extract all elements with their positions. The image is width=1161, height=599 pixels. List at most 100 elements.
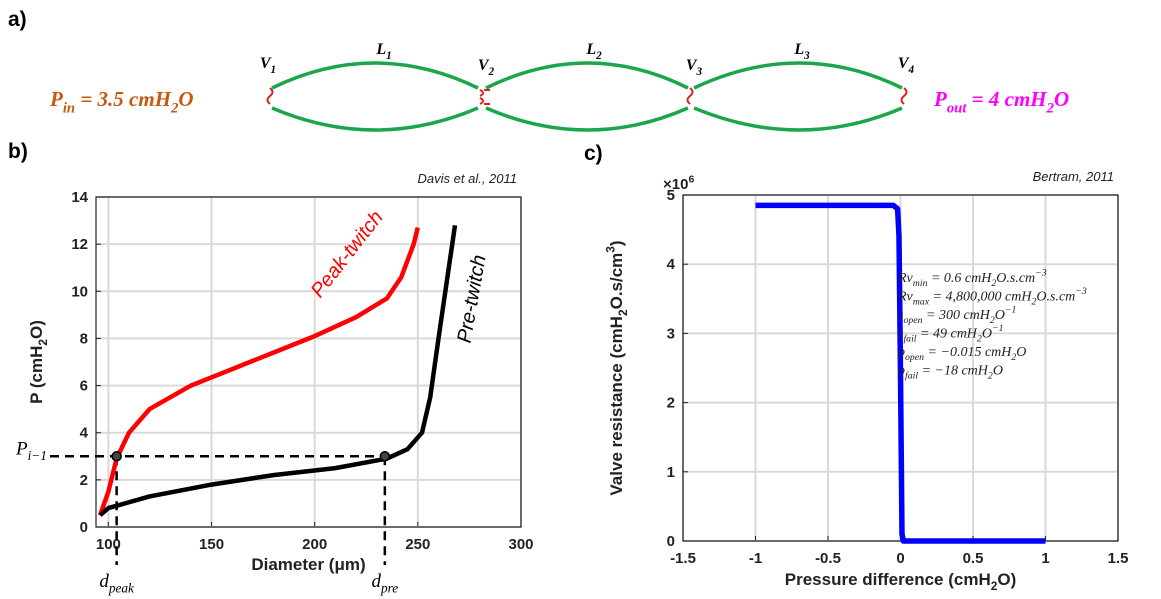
text-part: = 4,800,000 cmH	[929, 290, 1032, 305]
text-part: Diameter (μm)	[251, 555, 365, 574]
vessel-wall	[271, 61, 479, 90]
text-part: max	[913, 297, 930, 308]
y-tick-label: 4	[667, 256, 676, 273]
x-axis-title: Diameter (μm)	[251, 555, 365, 574]
text-part: d	[371, 571, 381, 592]
y-tick-label: 12	[71, 236, 88, 253]
text-part: 2	[991, 579, 998, 593]
text-part: s	[898, 327, 904, 342]
valve	[479, 89, 490, 105]
text-part: 2	[595, 50, 602, 62]
x-tick-label: -1	[749, 550, 762, 567]
text-part: 6	[688, 173, 694, 185]
text-part: V	[260, 55, 272, 72]
panel-label: c)	[584, 142, 603, 165]
axes-box	[95, 196, 522, 528]
valve	[266, 87, 274, 105]
text-part: V	[686, 57, 698, 74]
text-part: 4	[908, 64, 915, 76]
plot-area	[96, 197, 521, 527]
text-part: in	[63, 100, 75, 116]
y-tick-label: 14	[71, 189, 88, 206]
text-part: 1	[386, 50, 392, 62]
y-tick-label: 0	[80, 519, 88, 536]
text-part: P	[49, 87, 63, 111]
reference-label: Pi−1	[15, 438, 47, 463]
text-part: 2	[991, 278, 996, 289]
text-part: pre	[380, 581, 398, 596]
text-part: )	[607, 240, 626, 246]
lymph-vessels	[271, 61, 903, 132]
text-part: open	[905, 352, 924, 363]
text-part: 2	[616, 309, 630, 316]
vessel-wall	[693, 61, 903, 90]
text-part: O)	[27, 320, 46, 339]
valve-label: V2	[478, 57, 495, 78]
lymphangion-label: L2	[585, 41, 602, 62]
valve-label: V1	[260, 55, 276, 76]
vessel-wall	[271, 106, 479, 132]
text-part: = 4 cmH	[966, 87, 1047, 111]
text-part: 2	[1031, 297, 1036, 308]
text-part: d	[99, 571, 109, 592]
reference-point	[111, 451, 122, 462]
y-tick-label: 4	[80, 425, 89, 442]
text-part: O.s.cm	[996, 271, 1035, 286]
lymphangion-label: L1	[375, 41, 391, 62]
text-part: 1	[271, 64, 277, 76]
text-part: −3	[1075, 286, 1087, 297]
valves	[266, 87, 908, 105]
text-part: 3	[696, 66, 703, 78]
text-part: 2	[977, 334, 982, 345]
text-part: 2	[988, 371, 993, 382]
x-tick-label: 1.5	[1108, 550, 1129, 567]
text-part: = 49 cmH	[917, 327, 978, 342]
panel-label: a)	[8, 8, 27, 31]
x-tick-label: 0	[896, 550, 904, 567]
text-part: L	[793, 41, 804, 58]
y-multiplier: ×106	[663, 173, 694, 193]
text-part: O	[982, 327, 992, 342]
x-tick-label: 150	[199, 536, 224, 553]
text-part: out	[947, 100, 968, 116]
axes-box	[682, 194, 1119, 542]
lymphangion-label: L3	[793, 41, 810, 62]
text-part: fail	[905, 371, 918, 382]
y-tick-label: 0	[667, 533, 675, 550]
parameter-text: pfail = −18 cmH2O	[897, 364, 1003, 382]
parameter-text: popen = −0.015 cmH2O	[897, 345, 1026, 363]
reference-label: dpre	[371, 571, 398, 596]
x-tick-label: 300	[508, 536, 533, 553]
text-part: O.s.cm	[1036, 290, 1075, 305]
valve	[900, 87, 908, 105]
text-part: Rv	[897, 290, 914, 305]
x-tick-label: -0.5	[815, 550, 841, 567]
x-tick-label: 100	[96, 536, 121, 553]
text-part: P	[15, 438, 28, 459]
text-part: Valve resistance (cmH	[607, 316, 626, 496]
text-part: = 3.5 cmH	[75, 87, 172, 111]
text-part: P	[933, 87, 947, 111]
text-part: O	[995, 308, 1005, 323]
text-part: −1	[992, 323, 1004, 334]
parameter-text: sopen = 300 cmH2O−1	[898, 305, 1016, 327]
y-tick-label: 5	[667, 187, 675, 204]
text-part: O	[178, 87, 193, 111]
valve	[686, 87, 694, 105]
x-tick-label: 1	[1041, 550, 1049, 567]
parameter-text: sfail = 49 cmH2O−1	[898, 323, 1003, 345]
text-part: s	[898, 308, 904, 323]
text-part: V	[478, 57, 490, 74]
data-line	[755, 202, 1046, 544]
text-part: 2	[1011, 352, 1016, 363]
text-part: O)	[997, 570, 1016, 589]
text-part: 3	[803, 50, 810, 62]
text-part: −1	[1005, 305, 1017, 316]
y-tick-label: 2	[80, 472, 88, 489]
text-part: V	[898, 55, 910, 72]
text-part: p	[897, 345, 905, 360]
text-part: 2	[36, 339, 50, 346]
text-part: 2	[488, 66, 495, 78]
text-part: Pressure difference (cmH	[785, 570, 991, 589]
